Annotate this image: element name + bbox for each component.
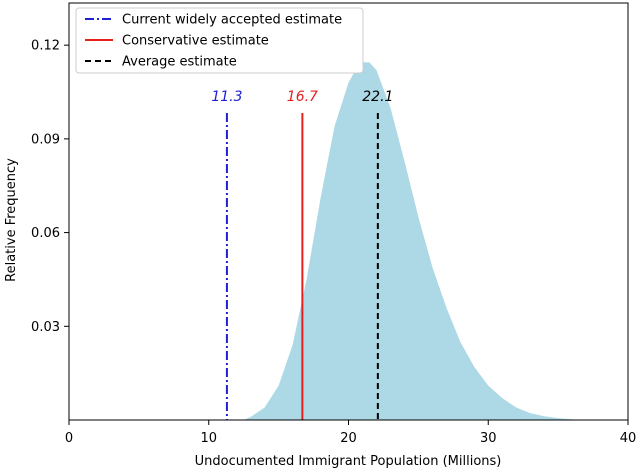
legend-label-1: Current widely accepted estimate [122, 13, 342, 28]
y-tick-label: 0.09 [31, 132, 60, 147]
legend-label-2: Conservative estimate [122, 34, 269, 49]
x-tick-label: 30 [480, 431, 497, 446]
plot-area: 11.3 16.7 22.1 0 10 20 30 40 0.03 0.06 0.09 0.12 Cur… [31, 2, 637, 446]
estimate-value-label-3: 22.1 [362, 89, 393, 105]
x-tick-label: 20 [340, 431, 357, 446]
legend-label-3: Average estimate [122, 55, 237, 70]
x-axis-label: Undocumented Immigrant Population (Milli… [195, 454, 502, 469]
estimate-value-label-1: 11.3 [211, 89, 242, 105]
y-tick-label: 0.12 [31, 39, 60, 54]
x-tick-label: 40 [620, 431, 637, 446]
estimate-value-label-2: 16.7 [287, 89, 318, 105]
distribution-area [243, 62, 594, 420]
legend-box [75, 7, 364, 74]
y-axis-label: Relative Frequency [4, 158, 19, 282]
x-tick-label: 0 [65, 431, 73, 446]
legend: Current widely accepted estimate Conserva… [75, 7, 364, 74]
y-tick-label: 0.03 [31, 320, 60, 335]
x-tick-label: 10 [200, 431, 217, 446]
y-tick-label: 0.06 [31, 226, 60, 241]
